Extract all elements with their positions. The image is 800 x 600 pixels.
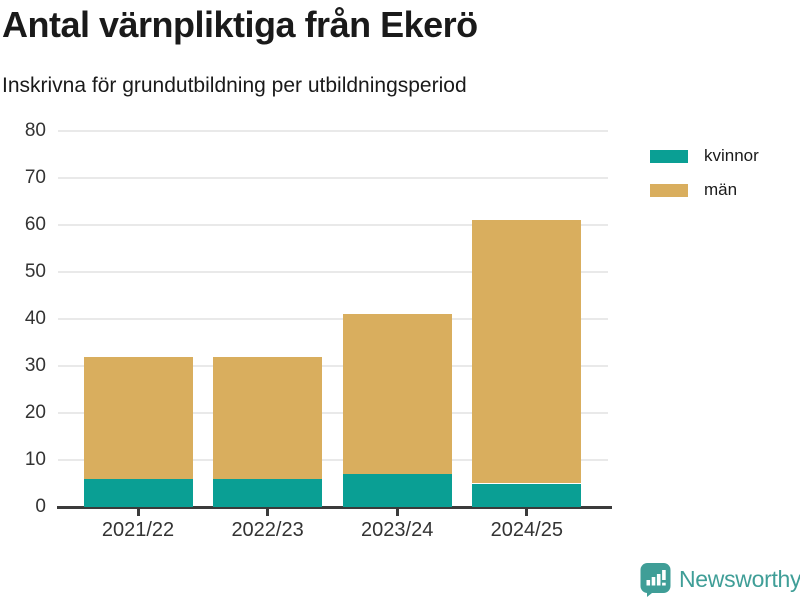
bar-segment-kvinnor-2024/25 bbox=[472, 483, 582, 507]
bar-segment-kvinnor-2023/24 bbox=[342, 474, 452, 507]
y-tick-label: 30 bbox=[24, 355, 46, 376]
gridline-y-30 bbox=[58, 365, 608, 367]
gridline-y-60 bbox=[58, 224, 608, 226]
x-tick-mark bbox=[395, 509, 399, 516]
gridline-y-10 bbox=[58, 459, 608, 461]
x-tick-label: 2021/22 bbox=[101, 519, 175, 541]
legend-swatch-man bbox=[650, 183, 688, 197]
bar-segment-män-2021/22 bbox=[83, 356, 193, 479]
chart-title: Antal värnpliktiga från Ekerö bbox=[2, 4, 478, 45]
bar-segment-män-2022/23 bbox=[213, 356, 323, 479]
gridline-y-50 bbox=[58, 271, 608, 273]
x-tick-label: 2022/23 bbox=[231, 519, 304, 541]
newsworthy-logo-icon bbox=[640, 562, 671, 597]
legend-swatch-kvinnor bbox=[650, 149, 688, 163]
bar-segment-män-2023/24 bbox=[342, 314, 452, 475]
legend-item-kvinnor: kvinnor bbox=[650, 146, 759, 166]
x-axis-line bbox=[57, 506, 612, 509]
gridline-y-70 bbox=[58, 177, 608, 179]
gridline-y-80 bbox=[58, 130, 608, 132]
y-tick-label: 20 bbox=[24, 402, 46, 423]
x-tick-mark bbox=[525, 509, 529, 516]
x-tick-mark bbox=[136, 509, 140, 516]
gridline-y-20 bbox=[58, 412, 608, 414]
x-tick-mark bbox=[266, 509, 270, 516]
legend-label: kvinnor bbox=[704, 146, 759, 165]
legend: kvinnor män bbox=[650, 146, 759, 200]
gridline-y-40 bbox=[58, 318, 608, 320]
y-tick-label: 60 bbox=[24, 214, 46, 235]
y-tick-label: 0 bbox=[35, 496, 46, 517]
legend-item-man: män bbox=[650, 180, 759, 200]
brand-name: Newsworthy bbox=[679, 566, 800, 592]
y-tick-label: 80 bbox=[24, 120, 46, 141]
x-tick-label: 2023/24 bbox=[361, 519, 434, 541]
bar-segment-män-2024/25 bbox=[472, 220, 582, 484]
y-tick-label: 40 bbox=[24, 308, 46, 329]
y-tick-label: 70 bbox=[24, 167, 46, 188]
bar-segment-kvinnor-2021/22 bbox=[83, 478, 193, 507]
bar-segment-kvinnor-2022/23 bbox=[213, 478, 323, 507]
legend-label: män bbox=[704, 180, 738, 199]
y-tick-label: 50 bbox=[24, 261, 46, 282]
y-tick-label: 10 bbox=[24, 449, 46, 470]
x-tick-label: 2024/25 bbox=[490, 519, 563, 541]
chart-subtitle: Inskrivna för grundutbildning per utbild… bbox=[2, 74, 467, 97]
brand-footer: Newsworthy bbox=[640, 562, 800, 597]
